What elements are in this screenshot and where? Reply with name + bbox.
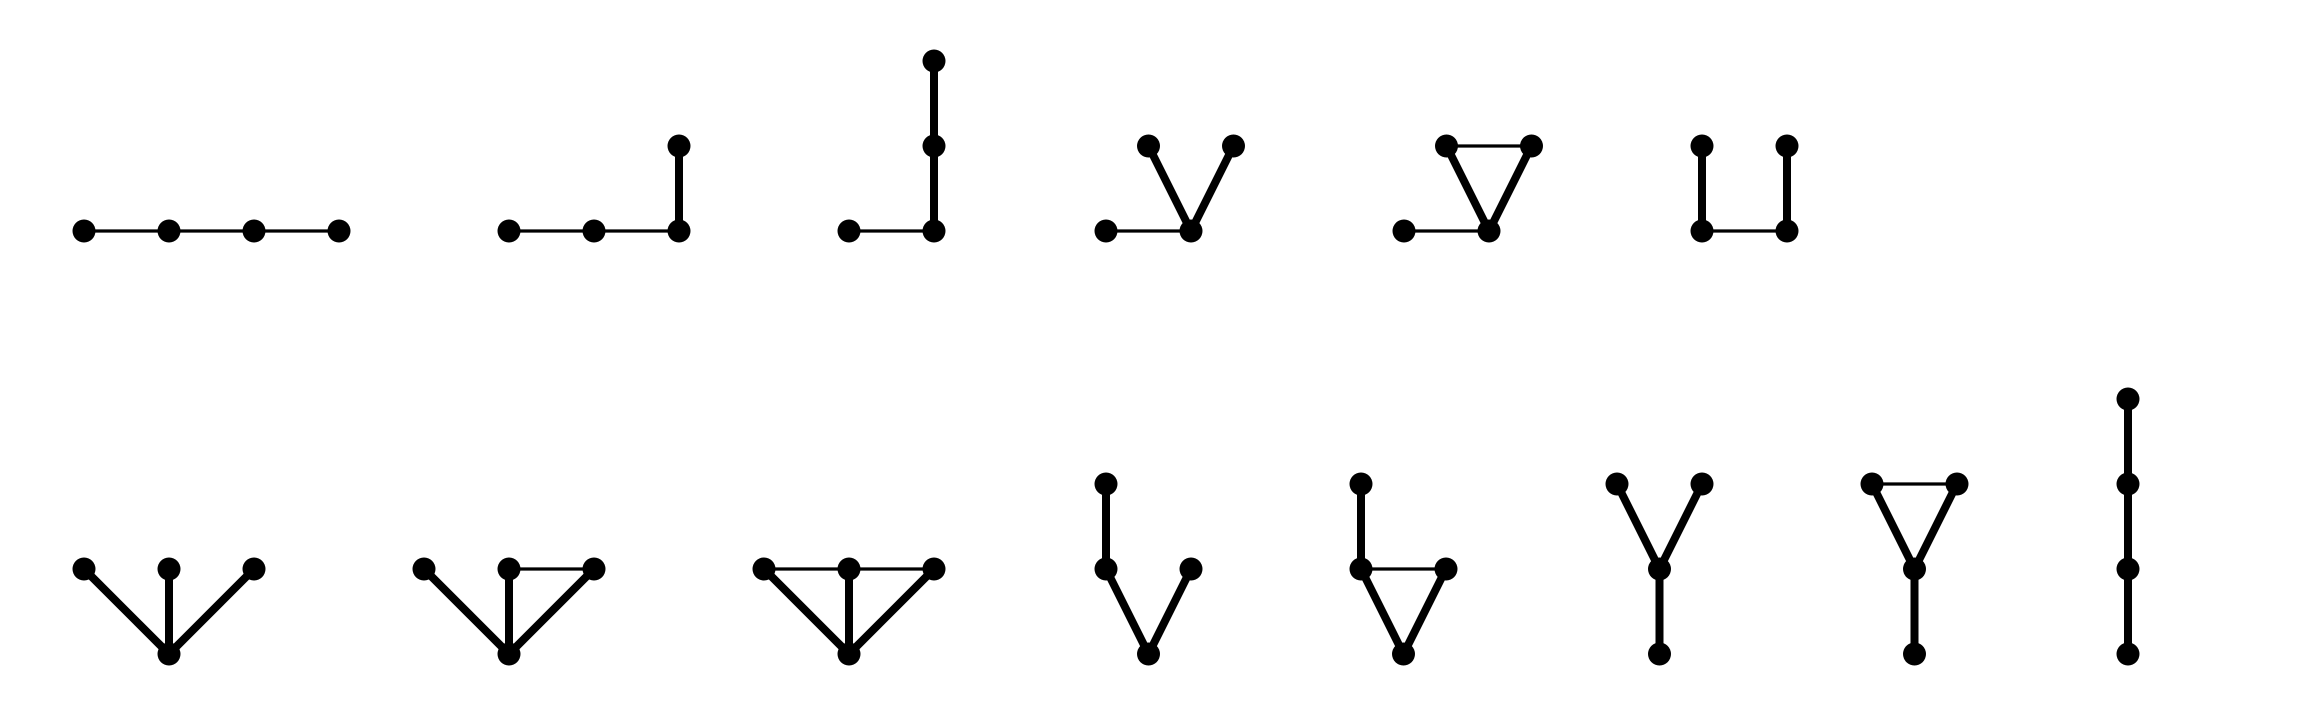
g6-node-2 [1775,219,1799,243]
g9-node-1 [752,557,776,581]
graph-g12 [1605,472,1714,666]
g9-node-3 [922,557,946,581]
g13-node-0 [1903,642,1926,666]
g12-node-0 [1648,642,1671,666]
g8-node-2 [497,557,521,581]
g4-node-2 [1137,134,1160,158]
graph-g2 [497,134,691,243]
g7-edge-0-thick [80,565,173,658]
g2-node-0 [497,219,521,243]
g3-node-0 [837,219,861,243]
g6-node-1 [1690,219,1714,243]
g6-node-0 [1690,134,1714,158]
g4-node-1 [1179,219,1203,243]
g12-node-2 [1605,472,1629,496]
g11-edge-0-thick [1357,565,1408,658]
g1-node-1 [157,219,181,243]
g3-node-1 [922,219,946,243]
g11-node-2 [1434,557,1458,581]
g13-edge-2-thick [1910,480,1961,573]
g14-node-3 [2116,387,2140,411]
graph-g4 [1094,134,1245,243]
g7-node-3 [242,557,266,581]
g4-node-0 [1094,219,1118,243]
g1-node-0 [72,219,96,243]
g9-edge-2-thick [845,565,938,658]
g5-node-3 [1520,134,1543,158]
g8-edge-0-thick [420,565,513,658]
g5-edge-1-thick [1442,142,1493,235]
graph-g10 [1094,472,1203,666]
g5-edge-2-thick [1485,142,1536,235]
g7-node-1 [72,557,96,581]
graph-g11 [1349,472,1458,666]
g13-node-1 [1903,557,1926,581]
g11-node-1 [1349,557,1373,581]
g13-node-2 [1860,472,1884,496]
g9-node-2 [837,557,861,581]
g8-node-1 [412,557,436,581]
graph-g13 [1860,472,1969,666]
graph-g6 [1690,134,1799,243]
g12-edge-2-thick [1655,480,1706,573]
g10-node-1 [1094,557,1118,581]
g14-node-1 [2116,557,2140,581]
g8-node-3 [582,557,606,581]
g12-edge-1-thick [1613,480,1664,573]
g12-node-1 [1648,557,1671,581]
g3-node-2 [922,134,946,158]
g11-node-3 [1349,472,1373,496]
g4-edge-2-thick [1187,142,1238,235]
g10-node-2 [1179,557,1203,581]
g4-edge-1-thick [1144,142,1195,235]
g10-node-3 [1094,472,1118,496]
graph-g1 [72,219,351,243]
g4-node-3 [1222,134,1245,158]
g13-node-3 [1945,472,1969,496]
graph-g7 [72,557,266,666]
graph-g8 [412,557,606,666]
g3-node-3 [922,49,946,73]
g7-node-0 [157,642,181,666]
g11-node-0 [1392,642,1415,666]
g2-node-3 [667,134,691,158]
g12-node-3 [1690,472,1714,496]
g1-node-2 [242,219,266,243]
g10-node-0 [1137,642,1160,666]
g7-node-2 [157,557,181,581]
g11-edge-1-thick [1399,565,1450,658]
g5-node-0 [1392,219,1416,243]
g14-node-2 [2116,472,2140,496]
g2-node-2 [667,219,691,243]
graph-g5 [1392,134,1543,243]
graph-g9 [752,557,946,666]
g6-node-3 [1775,134,1799,158]
g9-edge-0-thick [760,565,853,658]
g8-node-0 [497,642,521,666]
g10-edge-0-thick [1102,565,1153,658]
graph-g14 [2116,387,2140,666]
g5-node-2 [1435,134,1458,158]
g9-node-0 [837,642,861,666]
g1-node-3 [327,219,351,243]
g14-node-0 [2116,642,2140,666]
g10-edge-1-thick [1144,565,1195,658]
g2-node-1 [582,219,606,243]
g5-node-1 [1477,219,1501,243]
g8-edge-2-thick [505,565,598,658]
g13-edge-1-thick [1868,480,1919,573]
graph-g3 [837,49,946,243]
g7-edge-2-thick [165,565,258,658]
